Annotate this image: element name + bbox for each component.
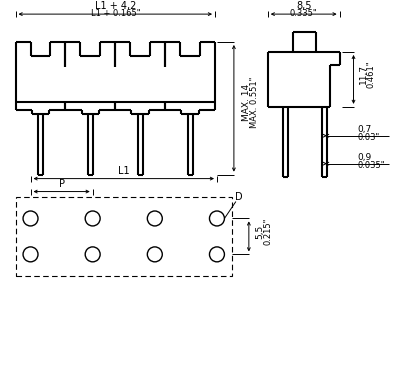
Text: MAX. 0.551": MAX. 0.551" (250, 77, 259, 128)
Text: 0.215": 0.215" (263, 218, 272, 245)
Text: MAX. 14: MAX. 14 (242, 84, 251, 121)
Text: 0.03": 0.03" (358, 133, 380, 142)
Text: 0,7: 0,7 (358, 125, 372, 134)
Text: 0.461": 0.461" (367, 61, 376, 88)
Text: L1 + 0.165": L1 + 0.165" (90, 9, 140, 17)
Text: D: D (235, 191, 243, 201)
Text: 11,7: 11,7 (359, 65, 368, 85)
Text: 5,5: 5,5 (255, 224, 264, 239)
Text: L1: L1 (118, 165, 130, 175)
Text: 0,9: 0,9 (358, 153, 372, 162)
Bar (16, 197, 232, 276)
Text: 0.335": 0.335" (290, 9, 318, 17)
Text: 0.035": 0.035" (358, 161, 385, 170)
Text: L1 + 4,2: L1 + 4,2 (94, 1, 136, 11)
Text: 8,5: 8,5 (296, 1, 312, 11)
Text: P: P (58, 178, 64, 188)
